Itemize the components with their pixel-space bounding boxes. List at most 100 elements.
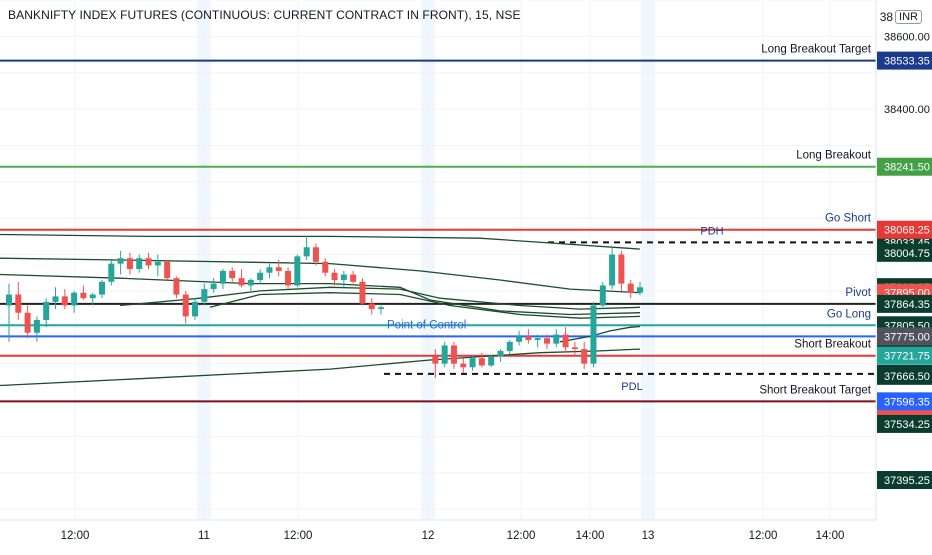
level-price-badge: 37721.75 xyxy=(877,346,932,365)
time-tick-label: 12 xyxy=(422,530,435,542)
candle-body xyxy=(368,303,375,310)
level-label: Long Breakout Target xyxy=(761,44,872,56)
candle-body xyxy=(275,267,282,271)
price-badge: 37395.25 xyxy=(877,471,932,489)
level-price-badge: 37864.35 xyxy=(877,294,932,313)
candle-body xyxy=(182,294,189,317)
price-badge-label: 38004.75 xyxy=(884,248,930,260)
candle-body xyxy=(164,261,171,279)
price-badge: 37666.50 xyxy=(877,366,932,385)
price-axis-background xyxy=(876,0,932,550)
price-badge-label: 38241.50 xyxy=(884,162,930,174)
time-axis-background xyxy=(0,520,932,550)
candle-body xyxy=(6,294,12,306)
time-tick-label: 12:00 xyxy=(749,530,778,542)
time-tick-label: 13 xyxy=(642,530,655,542)
candle-body xyxy=(238,278,245,286)
level-price-badge: 38241.50 xyxy=(877,157,932,176)
candle-body xyxy=(609,254,616,286)
time-tick-label: 14:00 xyxy=(576,530,605,542)
indicator-band xyxy=(0,273,641,316)
price-scale-partial: 38 xyxy=(879,10,894,24)
candle-body xyxy=(303,247,310,257)
candle-body xyxy=(108,263,115,282)
price-badge-label: 37596.35 xyxy=(884,396,930,408)
candle-body xyxy=(173,278,180,295)
candle-body xyxy=(294,256,301,286)
price-badge-label: 37666.50 xyxy=(884,371,930,383)
level-label: Short Breakout Target xyxy=(759,384,871,396)
price-badge-background xyxy=(877,51,932,70)
candle-body xyxy=(516,336,523,342)
price-badge-background xyxy=(877,157,932,176)
level-price-badge: 38533.35 xyxy=(877,51,932,70)
grid xyxy=(0,0,876,520)
candle-body xyxy=(145,258,152,266)
price-badge-label: 38533.35 xyxy=(884,56,930,68)
candle-body xyxy=(450,345,457,364)
price-badge-label: 37395.25 xyxy=(884,475,930,487)
time-axis[interactable]: 12:00 11 12:00 12 12:00 14:00 13 12:00 14:00 xyxy=(0,519,932,550)
price-badge-label: 38068.25 xyxy=(884,225,930,237)
candle-body xyxy=(154,261,161,266)
poc-label: Point of Control xyxy=(387,319,466,331)
price-badge: 38004.75 xyxy=(877,243,932,262)
candle-body xyxy=(61,296,68,306)
candle-body xyxy=(590,305,597,364)
price-badge-background xyxy=(877,294,932,313)
price-badge-background xyxy=(877,471,932,489)
indicator-band xyxy=(209,292,641,319)
candle-body xyxy=(80,292,87,299)
candle-body xyxy=(553,334,560,344)
session-shading xyxy=(197,0,655,520)
price-badge-background xyxy=(877,366,932,385)
indicator-band xyxy=(0,233,641,250)
candle-body xyxy=(497,350,504,357)
candle-body xyxy=(136,258,143,270)
candle-body xyxy=(359,281,366,304)
time-tick-label: 14:00 xyxy=(816,530,845,542)
candle-body xyxy=(562,334,569,348)
candle-body xyxy=(210,283,217,290)
candle-body xyxy=(488,356,495,366)
candle-body xyxy=(247,280,254,286)
candle-body xyxy=(340,274,347,280)
candle-body xyxy=(478,358,485,366)
candle-body xyxy=(43,301,50,320)
level-price-badge: 37775.00 xyxy=(877,327,932,346)
candle-body xyxy=(229,270,236,279)
price-tick-label: 38600.00 xyxy=(884,31,930,43)
candle-body xyxy=(543,338,550,344)
price-badge-background xyxy=(877,243,932,262)
time-tick-label: 12:00 xyxy=(61,530,90,542)
candle-body xyxy=(89,294,96,299)
candle-body xyxy=(219,270,226,284)
dashed-level-label: PDL xyxy=(621,381,642,393)
candle-body xyxy=(52,296,59,302)
price-axis[interactable]: 38600.0038400.0038033.4538004.7537910.35… xyxy=(875,0,932,550)
candle-body xyxy=(350,274,357,282)
level-price-badge: 37596.35 xyxy=(877,392,932,411)
candle-body xyxy=(15,294,22,313)
candle-body xyxy=(506,341,513,351)
price-badge-label: 37864.35 xyxy=(884,299,930,311)
candle-body xyxy=(534,338,541,340)
price-badge-background xyxy=(877,220,932,239)
level-price-badge: 38068.25 xyxy=(877,220,932,239)
currency-label[interactable]: INR xyxy=(895,10,922,24)
candles xyxy=(6,236,643,379)
level-label: Go Long xyxy=(827,308,871,320)
candle-body xyxy=(460,363,467,368)
price-tick-label: 38400.00 xyxy=(884,104,930,116)
indicator-bands xyxy=(0,233,641,387)
candle-body xyxy=(192,301,199,317)
candle-body xyxy=(627,283,634,293)
candle-body xyxy=(378,307,385,310)
candle-body xyxy=(441,345,448,364)
level-label: Go Short xyxy=(825,213,872,225)
price-badge-background xyxy=(877,392,932,411)
candle-body xyxy=(312,247,319,262)
currency-selector[interactable]: 38 INR xyxy=(876,6,926,28)
